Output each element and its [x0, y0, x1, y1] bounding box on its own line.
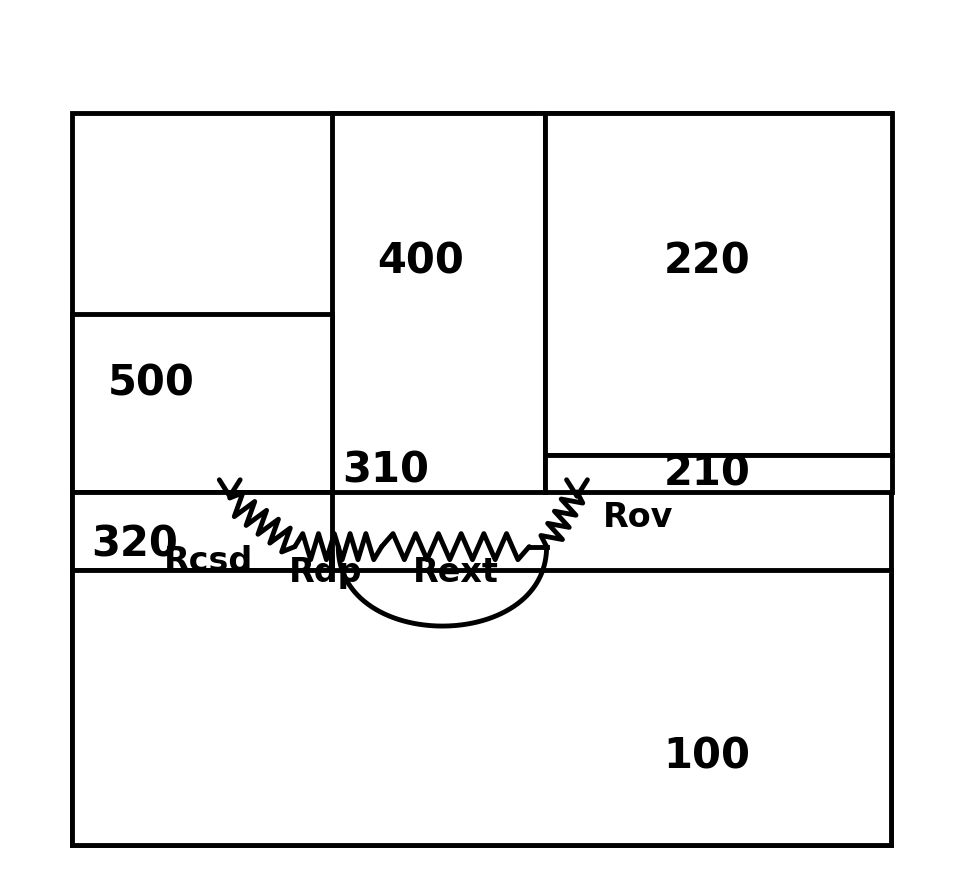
Text: Rdp: Rdp [289, 557, 362, 589]
Text: 400: 400 [377, 241, 464, 283]
Bar [332, 112, 545, 492]
Text: 220: 220 [664, 241, 750, 283]
Bar [71, 314, 332, 492]
Text: Rcsd: Rcsd [164, 545, 252, 577]
Text: 310: 310 [343, 449, 429, 491]
Bar [71, 571, 892, 845]
Text: Rov: Rov [603, 502, 673, 535]
Text: 500: 500 [108, 362, 195, 404]
Bar [545, 455, 892, 492]
Text: 210: 210 [664, 452, 751, 494]
Bar [71, 492, 332, 571]
Text: 320: 320 [91, 523, 177, 565]
Bar [71, 112, 892, 845]
Bar [545, 112, 892, 455]
Text: Rext: Rext [412, 557, 499, 589]
Text: 100: 100 [664, 736, 751, 778]
